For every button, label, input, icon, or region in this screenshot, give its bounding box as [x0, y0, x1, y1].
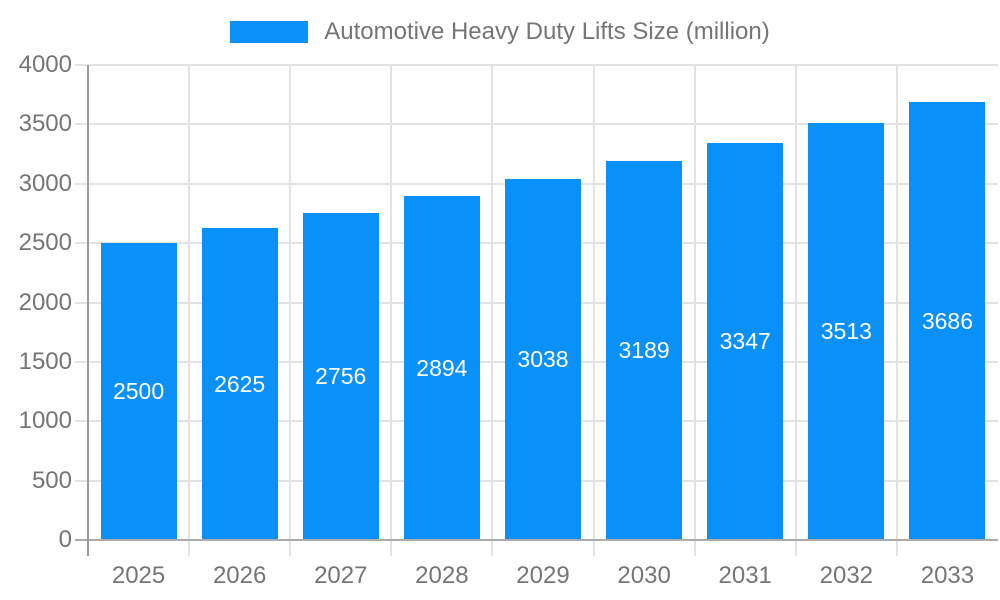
- bar-value-label: 3347: [719, 327, 771, 354]
- y-tick-label: 500: [31, 466, 72, 494]
- x-axis-baseline: [75, 539, 998, 541]
- y-tick-label: 3500: [18, 110, 72, 138]
- bar: 2500: [100, 243, 177, 540]
- bar: 3513: [808, 122, 885, 540]
- bar-value-label: 3189: [618, 337, 670, 364]
- bar: 3686: [909, 102, 986, 540]
- y-tick-label: 2000: [18, 288, 72, 316]
- x-tick-label: 2032: [819, 562, 874, 589]
- gridline-vertical: [188, 65, 191, 556]
- bar: 3347: [707, 142, 784, 540]
- x-tick-label: 2033: [920, 562, 975, 589]
- legend-label: Automotive Heavy Duty Lifts Size (millio…: [324, 18, 770, 45]
- bar-value-label: 3686: [921, 307, 974, 334]
- bar-value-label: 3513: [820, 317, 872, 344]
- bar-value-label: 2894: [416, 354, 468, 381]
- bar: 2625: [201, 228, 278, 540]
- legend-swatch-icon: [230, 21, 309, 43]
- y-axis-line: [87, 65, 89, 556]
- gridline-horizontal: [75, 123, 998, 126]
- gridline-vertical: [289, 65, 292, 556]
- bar: 2894: [403, 196, 480, 540]
- x-tick-label: 2031: [718, 562, 772, 589]
- gridline-vertical: [390, 65, 393, 556]
- bar-value-label: 2756: [315, 362, 367, 389]
- bar: 2756: [302, 212, 379, 540]
- y-tick-label: 1000: [18, 407, 72, 435]
- bar-value-label: 3038: [517, 346, 569, 373]
- bar: 3038: [505, 179, 581, 540]
- gridline-vertical: [693, 65, 696, 556]
- y-tick-label: 1500: [18, 347, 72, 375]
- bar-value-label: 2500: [112, 378, 165, 405]
- bar-value-label: 2625: [214, 370, 266, 397]
- x-tick-label: 2026: [212, 562, 267, 589]
- y-tick-label: 4000: [18, 51, 72, 78]
- x-tick-label: 2030: [617, 562, 671, 589]
- x-tick-label: 2027: [314, 562, 368, 589]
- y-tick-label: 3000: [18, 169, 72, 197]
- legend[interactable]: Automotive Heavy Duty Lifts Size (millio…: [0, 14, 1000, 50]
- bar: 3189: [606, 161, 683, 540]
- x-tick-label: 2028: [415, 562, 469, 589]
- y-tick-label: 0: [58, 526, 72, 553]
- x-tick-label: 2025: [111, 562, 166, 589]
- gridline-vertical: [794, 65, 797, 556]
- x-tick-label: 2029: [516, 562, 570, 589]
- gridline-horizontal: [75, 64, 998, 66]
- y-tick-label: 2500: [18, 229, 72, 257]
- gridline-vertical: [592, 65, 595, 556]
- gridline-vertical: [895, 65, 898, 556]
- gridline-vertical: [491, 65, 494, 556]
